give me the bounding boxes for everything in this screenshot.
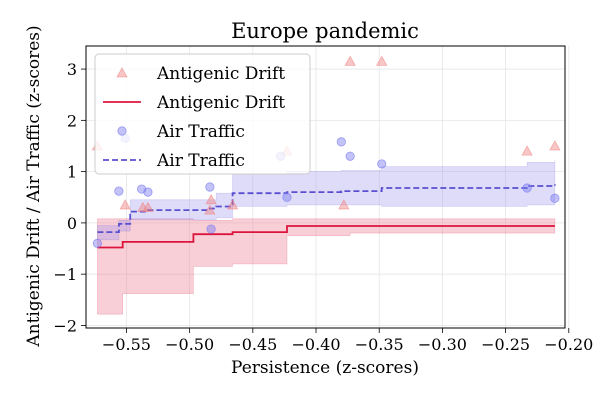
y-tick-label: −1 [53, 265, 77, 284]
trend-line-3 [97, 184, 556, 233]
y-tick-label: 3 [67, 60, 77, 79]
traffic-point [336, 137, 346, 147]
y-axis-label: Antigenic Drift / Air Traffic (z-scores) [24, 25, 44, 347]
legend-label: Antigenic Drift [156, 93, 285, 113]
x-tick-label: −0.55 [102, 335, 151, 354]
traffic-point [345, 151, 355, 161]
y-tick-label: 0 [67, 214, 77, 233]
traffic-point [143, 187, 153, 197]
legend-box [94, 53, 311, 175]
axis-ticks: −0.55 −0.50 −0.45 −0.40 −0.35 −0.30 −0.25 −0.20… [53, 60, 593, 354]
x-tick-label: −0.35 [355, 335, 404, 354]
y-tick-label: 2 [67, 111, 77, 130]
confidence-band-1 [97, 218, 556, 315]
drift-point [204, 204, 216, 215]
legend-marker [117, 126, 127, 136]
traffic-point [206, 224, 216, 234]
legend-label: Antigenic Drift [156, 64, 285, 84]
legend-label: Air Traffic [156, 151, 245, 171]
x-tick-label: −0.30 [418, 335, 467, 354]
x-tick-label: −0.45 [228, 335, 277, 354]
traffic-point [550, 193, 560, 203]
drift-point [344, 55, 356, 66]
traffic-point [522, 183, 532, 193]
x-axis-label: Persistence (z-scores) [231, 358, 419, 378]
trend-lines [97, 184, 556, 249]
x-tick-label: −0.40 [292, 335, 341, 354]
drift-point [376, 55, 388, 66]
trend-line-1 [97, 225, 555, 249]
drift-point [142, 201, 154, 212]
legend-marker [116, 67, 128, 78]
legend-label: Air Traffic [156, 122, 245, 142]
legend: Antigenic Drift Antigenic Drift Air Traffi… [94, 53, 311, 175]
x-tick-label: −0.50 [165, 335, 214, 354]
traffic-point [92, 238, 102, 248]
traffic-point [282, 192, 292, 202]
plot-frame [85, 45, 566, 329]
drift-point [549, 140, 561, 151]
drift-point [205, 193, 217, 205]
traffic-point [377, 159, 387, 169]
chart-title: Europe pandemic [231, 19, 419, 43]
drift-point [338, 199, 350, 210]
drift-point [119, 199, 131, 210]
x-tick-label: −0.20 [544, 335, 593, 354]
x-tick-label: −0.25 [481, 335, 530, 354]
y-tick-label: 1 [67, 163, 77, 182]
drift-point [226, 199, 239, 210]
confidence-bands [97, 160, 556, 315]
y-tick-label: −2 [53, 316, 77, 335]
drift-point [521, 145, 533, 156]
traffic-point [114, 186, 124, 196]
traffic-point [205, 182, 215, 192]
